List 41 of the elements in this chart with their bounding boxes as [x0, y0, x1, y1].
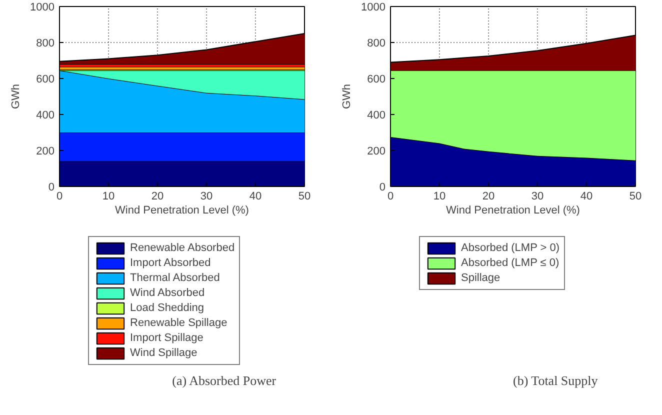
- x-tick-label: 0: [56, 190, 63, 202]
- legend-label: Renewable Spillage: [130, 316, 228, 330]
- x-tick-label: 40: [580, 190, 593, 202]
- x-axis-title: Wind Penetration Level (%): [115, 204, 249, 216]
- x-tick-label: 20: [151, 190, 164, 202]
- y-tick-label: 800: [36, 38, 55, 50]
- x-tick-label: 20: [482, 190, 495, 202]
- y-tick-label: 0: [48, 182, 55, 194]
- legend-label: Wind Spillage: [130, 346, 198, 360]
- y-tick-label: 400: [367, 110, 386, 122]
- legend-label: Wind Absorbed: [130, 286, 205, 300]
- y-tick-label: 600: [36, 74, 55, 86]
- x-tick-label: 10: [433, 190, 446, 202]
- x-tick-label: 30: [531, 190, 544, 202]
- text: (b) Total Supply: [512, 373, 598, 388]
- y-tick-label: 800: [367, 38, 386, 50]
- x-tick-label: 30: [200, 190, 213, 202]
- legend-label: Import Spillage: [130, 331, 204, 345]
- legend-label: Thermal Absorbed: [130, 271, 220, 285]
- x-tick-label: 50: [629, 190, 642, 202]
- x-tick-label: 50: [298, 190, 311, 202]
- text: (a) Absorbed Power: [172, 373, 277, 388]
- legend-label: Load Shedding: [130, 301, 204, 315]
- x-axis-title: Wind Penetration Level (%): [446, 204, 580, 216]
- y-tick-label: 400: [36, 110, 55, 122]
- y-axis-title: GWh: [341, 84, 354, 110]
- y-tick-label: 0: [379, 182, 386, 194]
- x-tick-label: 0: [387, 190, 394, 202]
- y-axis-title: GWh: [10, 84, 22, 110]
- legend-label: Absorbed (LMP ≤ 0): [461, 256, 560, 270]
- y-tick-label: 200: [36, 146, 55, 158]
- y-tick-label: 200: [367, 146, 386, 158]
- legend-label: Import Absorbed: [130, 256, 211, 270]
- x-tick-label: 10: [102, 190, 115, 202]
- y-tick-label: 1000: [30, 2, 55, 14]
- legend-label: Absorbed (LMP > 0): [461, 241, 560, 255]
- x-tick-label: 40: [249, 190, 262, 202]
- y-tick-label: 1000: [361, 2, 386, 14]
- legend-label: Renewable Absorbed: [130, 241, 235, 255]
- y-tick-label: 600: [367, 74, 386, 86]
- legend-label: Spillage: [461, 271, 500, 285]
